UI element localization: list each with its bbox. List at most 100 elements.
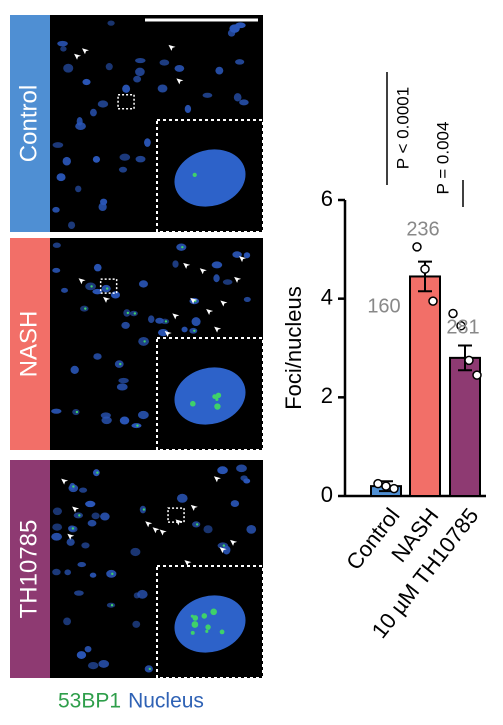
nucleus xyxy=(52,507,62,516)
data-point xyxy=(412,242,422,252)
nucleus xyxy=(57,40,68,47)
nucleus xyxy=(184,104,192,114)
arrowhead xyxy=(152,527,160,534)
inset-focus xyxy=(215,397,219,401)
nucleus xyxy=(159,59,170,66)
nucleus xyxy=(236,464,247,473)
nucleus xyxy=(118,377,129,384)
arrowhead xyxy=(239,256,247,263)
focus xyxy=(105,287,109,290)
roi-box xyxy=(99,278,118,294)
nucleus xyxy=(63,617,71,626)
nucleus xyxy=(202,92,213,98)
nucleus xyxy=(87,661,99,670)
label-strip xyxy=(10,460,50,678)
focus xyxy=(72,485,75,488)
nucleus xyxy=(135,155,146,163)
nucleus xyxy=(51,532,63,541)
nucleus xyxy=(246,525,257,534)
nucleus xyxy=(133,75,142,83)
label-strip xyxy=(10,238,50,450)
nucleus xyxy=(157,328,169,337)
arrowhead xyxy=(81,48,89,55)
arrowhead xyxy=(230,539,238,546)
inset-focus xyxy=(205,629,209,633)
inset-focus xyxy=(212,394,218,399)
nucleus xyxy=(52,568,61,576)
nucleus xyxy=(76,651,87,659)
roi-box xyxy=(117,94,135,110)
arrowhead xyxy=(172,313,180,320)
nucleus xyxy=(133,592,141,599)
arrowhead xyxy=(219,547,227,554)
data-point xyxy=(448,308,458,319)
label-strip xyxy=(10,15,50,232)
arrowhead xyxy=(78,278,86,285)
bar xyxy=(409,275,441,498)
arrowhead xyxy=(190,504,198,511)
focus xyxy=(90,285,93,288)
focus xyxy=(222,544,226,547)
nucleus xyxy=(132,620,141,628)
nucleus xyxy=(174,64,185,72)
focus xyxy=(111,572,114,576)
nucleus xyxy=(235,59,245,65)
arrowhead xyxy=(67,533,75,540)
focus xyxy=(142,508,146,511)
focus xyxy=(71,527,75,530)
arrowhead xyxy=(183,262,191,269)
inset-focus xyxy=(190,630,195,635)
nucleus xyxy=(52,206,60,213)
inset-focus xyxy=(192,615,199,621)
nucleus xyxy=(155,317,164,324)
focus xyxy=(126,311,130,315)
inset-focus xyxy=(219,629,225,635)
nucleus xyxy=(100,198,108,206)
nucleus xyxy=(215,66,224,75)
nucleus xyxy=(84,645,92,653)
inset-focus xyxy=(214,403,221,410)
nucleus xyxy=(70,365,79,374)
focus xyxy=(75,410,79,414)
arrowhead xyxy=(168,44,176,51)
nucleus xyxy=(222,279,233,285)
arrowhead xyxy=(61,478,69,485)
nucleus xyxy=(81,542,90,549)
nucleus xyxy=(110,291,121,299)
nucleus xyxy=(61,287,68,293)
nucleus xyxy=(100,512,110,521)
y-tick-label: 4 xyxy=(321,284,333,309)
focus xyxy=(181,245,184,249)
data-point xyxy=(389,483,399,494)
count-label: 160 xyxy=(367,295,400,317)
nucleus xyxy=(52,267,61,273)
nucleus xyxy=(68,221,76,229)
panel-label: NASH xyxy=(15,311,42,378)
nucleus xyxy=(121,321,130,329)
nucleus xyxy=(74,590,84,596)
inset-nucleus xyxy=(174,367,246,425)
nucleus xyxy=(138,280,148,288)
arrowhead xyxy=(214,326,222,333)
arrowhead xyxy=(206,309,214,316)
focus xyxy=(148,667,152,671)
nucleus xyxy=(211,261,223,269)
nucleus xyxy=(91,512,100,520)
arrowhead xyxy=(234,276,242,283)
nucleus xyxy=(230,500,240,507)
focus xyxy=(84,307,87,310)
nucleus xyxy=(105,63,113,71)
p-value: P < 0.0001 xyxy=(393,87,412,169)
nucleus xyxy=(172,260,179,268)
focus xyxy=(143,340,146,343)
nucleus xyxy=(52,142,64,148)
nucleus xyxy=(51,408,62,414)
nucleus xyxy=(92,155,101,163)
nucleus xyxy=(90,108,97,117)
nucleus xyxy=(157,84,168,93)
nucleus xyxy=(76,116,83,126)
nucleus xyxy=(243,252,251,259)
inset-nucleus xyxy=(174,149,246,207)
nucleus xyxy=(87,519,97,527)
